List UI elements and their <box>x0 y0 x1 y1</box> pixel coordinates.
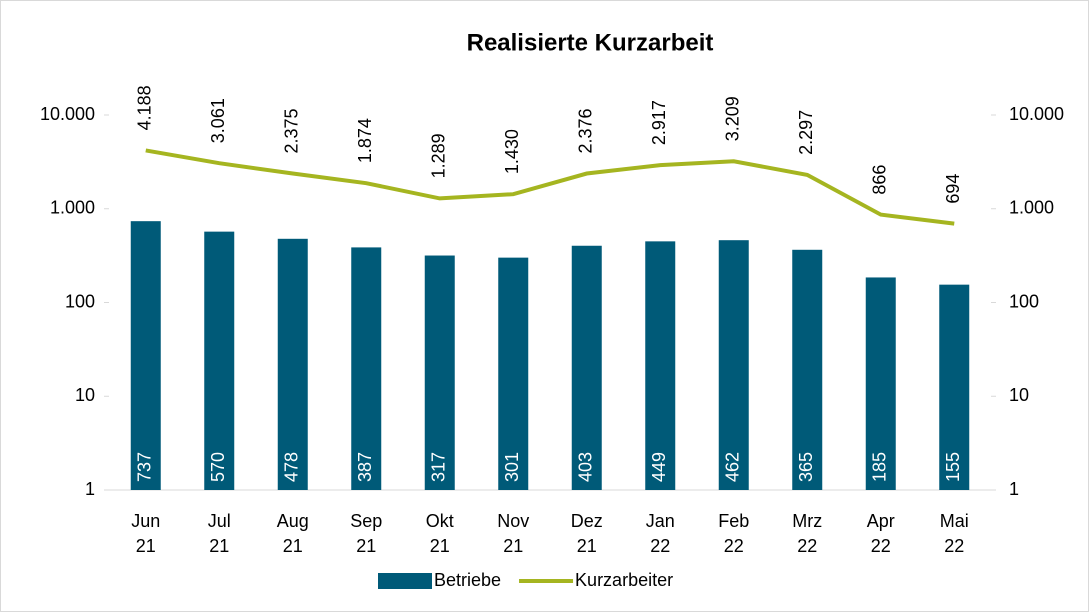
line-value-label: 1.289 <box>429 133 449 178</box>
bar <box>498 257 529 490</box>
bar <box>130 221 161 490</box>
x-tick-label: Sep 21 <box>350 511 382 556</box>
line-value-label: 694 <box>943 174 963 204</box>
bar-value-label: 317 <box>429 452 449 482</box>
bar-value-label: 155 <box>943 452 963 482</box>
bar-value-label: 570 <box>208 452 228 482</box>
line-value-label: 3.061 <box>208 98 228 143</box>
bar-value-label: 365 <box>796 452 816 482</box>
line-value-label: 866 <box>870 165 890 195</box>
tick-label: 10.000 <box>40 104 95 124</box>
tick-label: 100 <box>1009 291 1039 311</box>
line-value-label: 1.430 <box>502 129 522 174</box>
bar-value-label: 737 <box>135 452 155 482</box>
bar <box>571 245 602 490</box>
x-tick-label: Jul 21 <box>208 511 231 556</box>
legend-swatch <box>378 573 432 589</box>
chart-title: Realisierte Kurzarbeit <box>467 29 714 56</box>
bar <box>204 231 235 491</box>
bar <box>792 249 823 490</box>
tick-label: 10.000 <box>1009 104 1064 124</box>
bar <box>277 238 308 490</box>
bar-value-label: 462 <box>723 452 743 482</box>
line-value-label: 2.917 <box>649 100 669 145</box>
legend-label: Betriebe <box>434 570 501 590</box>
tick-label: 10 <box>1009 385 1029 405</box>
bar <box>424 255 455 490</box>
tick-label: 10 <box>75 385 95 405</box>
legend-label: Kurzarbeiter <box>575 570 673 590</box>
bar-value-label: 403 <box>576 452 596 482</box>
bar-value-label: 301 <box>502 452 522 482</box>
line-value-label: 3.209 <box>723 96 743 141</box>
x-tick-label: Okt 21 <box>426 511 454 556</box>
x-tick-label: Mai 22 <box>940 511 969 556</box>
bar-value-label: 387 <box>355 452 375 482</box>
line-value-label: 1.874 <box>355 118 375 163</box>
bar <box>718 240 749 490</box>
x-tick-label: Dez 21 <box>571 511 603 556</box>
line-value-label: 2.375 <box>282 108 302 153</box>
bar <box>939 284 970 490</box>
bar <box>865 277 896 490</box>
line <box>145 148 955 226</box>
bar-value-label: 449 <box>649 452 669 482</box>
tick-label: 1.000 <box>50 198 95 218</box>
x-tick-label: Mrz 22 <box>792 511 822 556</box>
tick-label: 1 <box>1009 479 1019 499</box>
bar-value-label: 185 <box>870 452 890 482</box>
x-tick-label: Feb 22 <box>718 511 749 556</box>
x-tick-label: Aug 21 <box>277 511 309 556</box>
tick-label: 1.000 <box>1009 198 1054 218</box>
tick-label: 100 <box>65 291 95 311</box>
bar <box>645 241 676 490</box>
x-tick-label: Jan 22 <box>646 511 675 556</box>
tick-label: 1 <box>85 479 95 499</box>
x-tick-label: Nov 21 <box>497 511 529 556</box>
line-value-label: 4.188 <box>135 85 155 130</box>
line-value-label: 2.297 <box>796 110 816 155</box>
bar-value-label: 478 <box>282 452 302 482</box>
bar <box>351 247 382 490</box>
line-value-label: 2.376 <box>576 108 596 153</box>
x-tick-label: Apr 22 <box>867 511 895 556</box>
x-tick-label: Jun 21 <box>131 511 160 556</box>
